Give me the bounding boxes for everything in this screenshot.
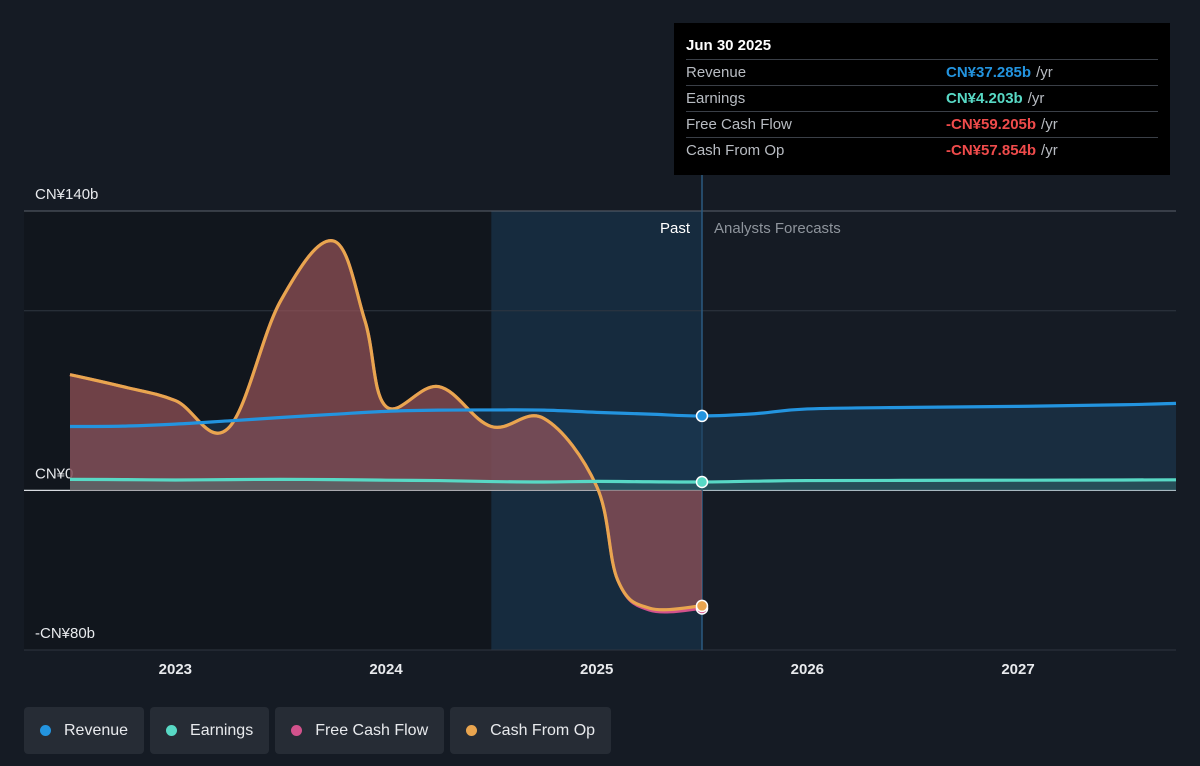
cash-from-op-dot-icon xyxy=(466,725,478,736)
revenue-dot-icon xyxy=(40,725,51,736)
x-tick-label: 2026 xyxy=(791,661,824,678)
earnings-dot-icon xyxy=(166,725,178,736)
tooltip-label: Free Cash Flow xyxy=(686,116,792,133)
tooltip-label: Earnings xyxy=(686,90,746,107)
cash-from-op-marker xyxy=(695,599,709,613)
revenue-line xyxy=(69,401,1177,429)
chart-legend: Revenue Earnings Free Cash Flow Cash Fro… xyxy=(24,707,612,754)
tooltip-unit: /yr xyxy=(1041,142,1058,159)
tooltip-row-free-cash-flow: Free Cash Flow -CN¥59.205b /yr xyxy=(686,111,1158,137)
past-label: Past xyxy=(660,220,691,237)
earnings-marker xyxy=(695,475,709,489)
legend-label: Earnings xyxy=(190,721,254,739)
x-tick-label: 2025 xyxy=(580,661,613,678)
x-tick-label: 2027 xyxy=(1001,661,1034,678)
chart-canvas: CN¥140b CN¥0 -CN¥80b 2023 2024 2025 2026 2027 Pa… xyxy=(24,175,1177,678)
legend-item-revenue[interactable]: Revenue xyxy=(24,707,145,754)
tooltip-row-revenue: Revenue CN¥37.285b /yr xyxy=(686,59,1158,85)
tooltip-date: Jun 30 2025 xyxy=(686,37,772,54)
tooltip-row-earnings: Earnings CN¥4.203b /yr xyxy=(686,85,1158,111)
tooltip-value: CN¥4.203b xyxy=(946,90,1023,107)
legend-label: Revenue xyxy=(64,721,129,739)
cash-from-op-area xyxy=(70,240,702,610)
tooltip-unit: /yr xyxy=(1041,116,1058,133)
legend-label: Cash From Op xyxy=(490,721,596,739)
free-cash-flow-area xyxy=(70,240,702,613)
tooltip-row-cash-from-op: Cash From Op -CN¥57.854b /yr xyxy=(686,137,1158,163)
y-tick-label: CN¥0 xyxy=(35,465,73,482)
cash-from-op-line xyxy=(69,239,703,612)
x-tick-label: 2024 xyxy=(369,661,403,678)
free-cash-flow-dot-icon xyxy=(291,725,303,736)
revenue-marker xyxy=(695,409,709,423)
y-tick-label: CN¥140b xyxy=(35,186,98,203)
earnings-line xyxy=(69,477,1177,484)
legend-item-cash-from-op[interactable]: Cash From Op xyxy=(450,707,612,754)
earnings-area xyxy=(70,479,1176,491)
tooltip-unit: /yr xyxy=(1036,64,1053,81)
tooltip-label: Revenue xyxy=(686,64,747,81)
tooltip-value: CN¥37.285b xyxy=(946,64,1032,81)
tooltip-unit: /yr xyxy=(1027,90,1045,107)
x-tick-label: 2023 xyxy=(159,661,192,678)
legend-label: Free Cash Flow xyxy=(315,721,429,739)
legend-item-earnings[interactable]: Earnings xyxy=(150,707,270,754)
legend-item-free-cash-flow[interactable]: Free Cash Flow xyxy=(275,707,445,754)
tooltip-value: -CN¥57.854b xyxy=(946,142,1037,159)
y-tick-label: -CN¥80b xyxy=(35,625,95,642)
tooltip-panel: Jun 30 2025 Revenue CN¥37.285b /yr Earni… xyxy=(674,23,1170,175)
tooltip-label: Cash From Op xyxy=(686,142,785,159)
forecast-label: Analysts Forecasts xyxy=(714,220,841,237)
tooltip-value: -CN¥59.205b xyxy=(946,116,1037,133)
